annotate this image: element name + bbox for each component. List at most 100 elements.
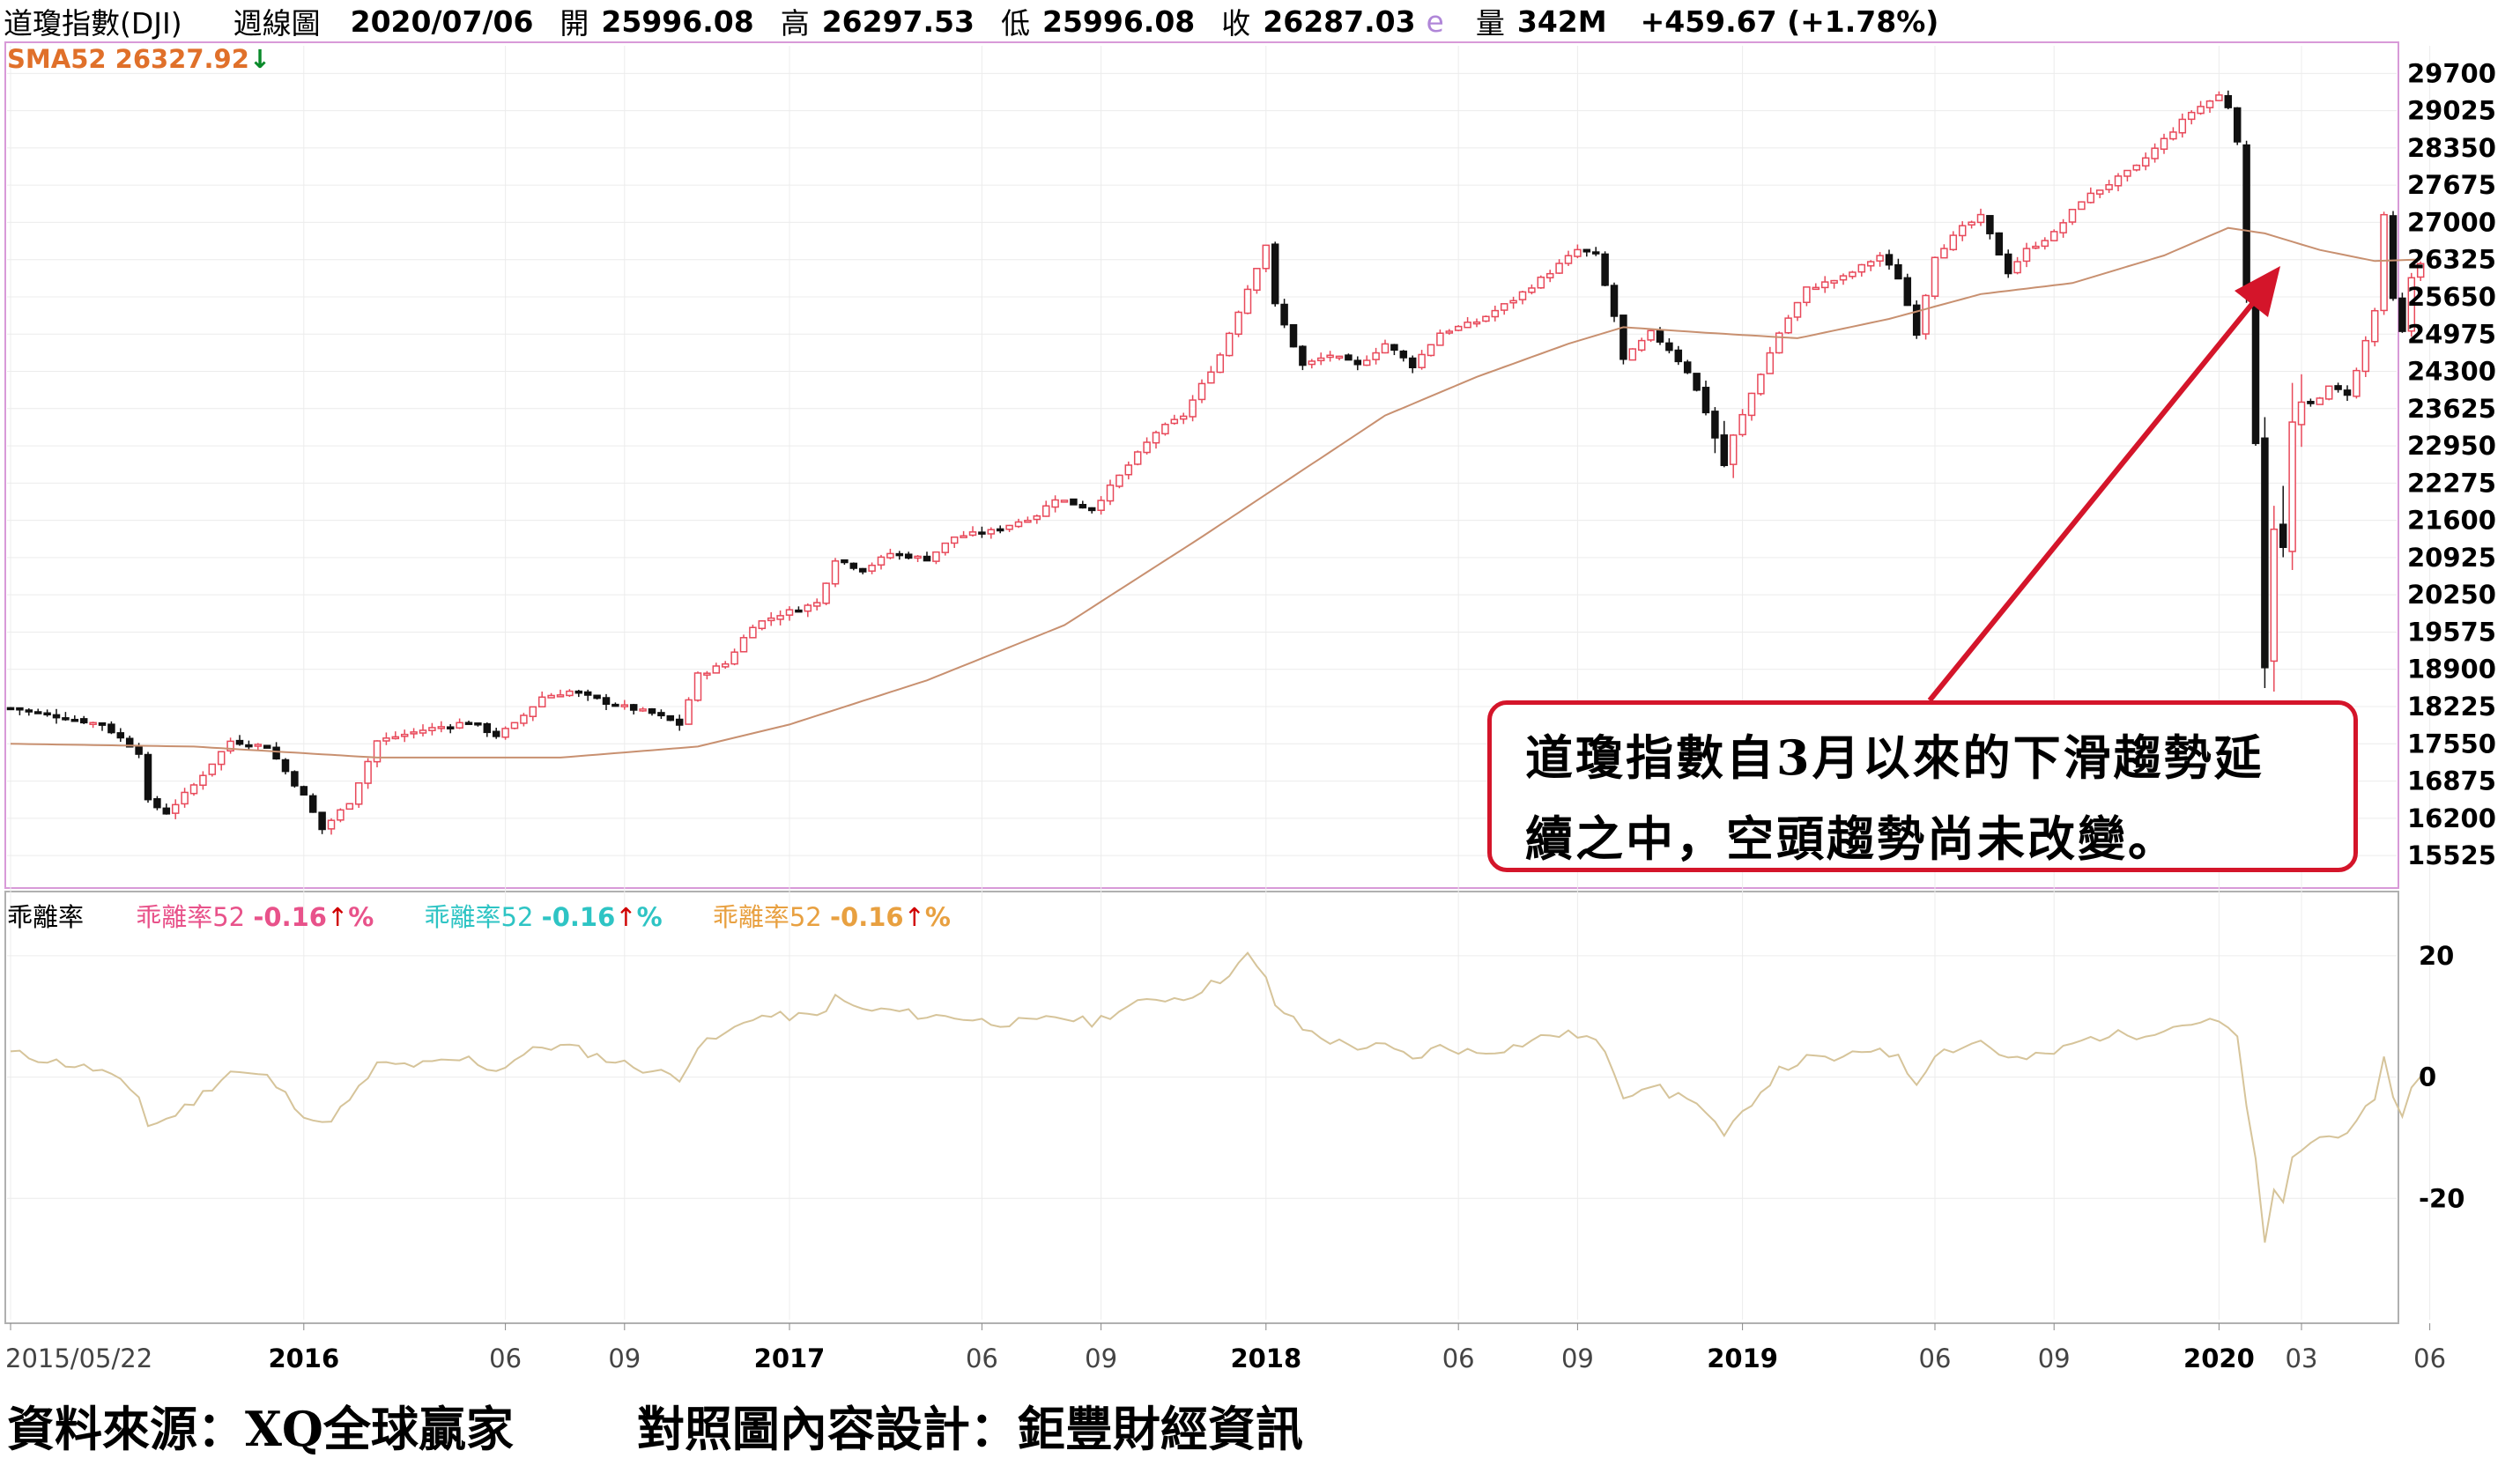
candle-body [1234,311,1242,336]
candle-body [1253,268,1261,292]
x-tick-label: 09 [2038,1343,2071,1373]
candle-body [235,739,244,745]
candle-body [629,704,638,711]
candle-body [1610,285,1619,317]
y-tick-label: 20250 [2407,580,2496,610]
candle-body [1857,263,1866,273]
period-label[interactable]: 週線圖 [233,6,321,41]
candle-body [25,709,33,713]
close-value: 26287.03 [1263,4,1416,39]
candle-body [1839,275,1848,281]
candle-body [2123,169,2131,177]
candle-body [1793,301,1802,318]
up-arrow-icon: ↑ [903,902,925,932]
candle-body [1738,413,1746,436]
candle-body [354,781,363,805]
candle-body [1390,344,1398,352]
candle-body [1564,255,1573,264]
candle-body [602,697,611,705]
candle-body [978,531,986,535]
candle-body [1133,451,1142,465]
candle-body [1665,342,1673,352]
candle-body [730,651,738,665]
candle-body [16,707,24,711]
candle-body [1894,263,1902,280]
candle-body [987,529,996,535]
candle-body [1591,251,1600,255]
candle-body [2032,245,2040,249]
candle-body [1968,221,1975,226]
candle-body [1757,374,1765,395]
candle-body [181,791,189,805]
y-tick-label: 23625 [2407,394,2496,424]
candle-body [914,555,922,559]
candle-body [1418,353,1426,368]
candle-body [1381,343,1390,354]
candle-body [1931,256,1939,297]
candle-body [2078,201,2086,211]
candle-body [1775,332,1783,354]
bias-legend-unit: % [348,902,374,932]
up-arrow-icon: ↑ [615,902,637,932]
candle-body [300,786,308,796]
y-tick-label: 16200 [2407,803,2496,833]
candle-body [1601,253,1609,286]
candle-body [1152,432,1160,444]
candle-body [2316,397,2324,405]
candle-body [1427,344,1435,357]
candle-body [960,535,967,538]
y-tick-label: 18900 [2407,655,2496,685]
candle-body [437,726,446,729]
y-tick-label: 24300 [2407,357,2496,387]
candle-body [1372,352,1380,360]
candle-body [1362,359,1371,366]
candle-body [2013,261,2021,274]
candle-body [1976,213,1985,224]
candle-body [785,609,794,616]
footer: 資料來源：XQ全球贏家 對照圖內容設計：鉅豐財經資訊 [7,1385,1303,1464]
candle-body [464,722,473,725]
candle-body [318,811,326,831]
y-tick-label: 15525 [2407,840,2496,870]
bias-legend-name: 乖離率52 [136,902,246,932]
candle-body [923,555,931,562]
y-tick-label: 22950 [2407,431,2496,461]
price-chart[interactable]: 29700 29025 28350 27675 27000 26325 25650 24975… [0,0,2520,1385]
candle-body [1115,474,1123,487]
candle-body [135,746,143,755]
y-tick-label: 18225 [2407,692,2496,722]
candle-body [996,528,1004,532]
candle-body [189,784,198,795]
candle-body [537,696,546,707]
candle-body [217,751,226,766]
candle-body [657,712,665,717]
candle-body [1995,232,2004,255]
oscillator-panel [4,891,2399,1324]
x-tick-label: 09 [608,1343,641,1373]
candle-body [272,746,280,760]
candle-body [1711,411,1719,439]
candle-body [1161,424,1169,435]
x-tick-label: 2017 [754,1343,826,1373]
annotation-line-1: 道瓊指數自3月以來的下滑趨勢延 [1525,729,2264,786]
y-tick-label: 20 [2419,941,2454,971]
y-tick-label: 22275 [2407,468,2496,498]
candle-body [1518,291,1527,300]
candle-body [208,763,217,775]
candle-body [107,723,115,734]
data-source: 資料來源：XQ全球贏家 [7,1400,514,1457]
bias-legend-name: 乖離率52 [424,902,534,932]
candle-body [1637,339,1646,352]
candle-body [1207,371,1215,384]
y-tick-label: 29025 [2407,96,2496,126]
candle-body [1316,357,1325,362]
candle-body [620,704,629,707]
candle-body [245,744,253,748]
candle-body [510,722,519,729]
candle-body [1097,500,1105,511]
bias-legend-value: -0.16 [829,902,904,932]
candle-body [1656,329,1664,343]
candle-body [79,718,88,724]
candle-body [547,694,555,699]
candle-body [1849,271,1857,278]
